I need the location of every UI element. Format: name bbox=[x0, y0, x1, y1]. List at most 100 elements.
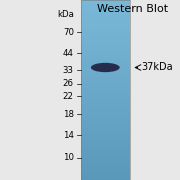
Text: 18: 18 bbox=[63, 110, 74, 119]
Bar bbox=[81, 142, 130, 144]
Bar bbox=[81, 153, 130, 155]
Bar bbox=[81, 99, 130, 101]
Bar bbox=[81, 104, 130, 106]
Bar bbox=[81, 171, 130, 173]
Bar bbox=[81, 81, 130, 83]
Bar bbox=[81, 113, 130, 115]
Bar bbox=[81, 117, 130, 119]
Bar bbox=[81, 162, 130, 164]
Bar bbox=[81, 112, 130, 113]
Bar bbox=[81, 149, 130, 151]
Bar bbox=[81, 63, 130, 65]
Bar bbox=[81, 85, 130, 86]
Ellipse shape bbox=[91, 63, 120, 72]
Bar bbox=[81, 25, 130, 27]
Bar bbox=[81, 157, 130, 158]
Bar bbox=[81, 5, 130, 7]
Bar bbox=[81, 155, 130, 157]
Bar bbox=[81, 166, 130, 167]
Bar bbox=[81, 97, 130, 99]
Bar bbox=[81, 13, 130, 14]
Bar bbox=[81, 135, 130, 137]
Bar bbox=[81, 119, 130, 121]
Bar bbox=[81, 22, 130, 23]
Bar bbox=[81, 38, 130, 40]
Bar bbox=[81, 29, 130, 31]
Bar bbox=[81, 83, 130, 85]
Bar bbox=[81, 164, 130, 166]
Bar bbox=[81, 167, 130, 169]
Bar bbox=[81, 56, 130, 58]
Bar bbox=[81, 122, 130, 124]
Bar bbox=[81, 76, 130, 77]
Bar bbox=[81, 176, 130, 178]
Bar bbox=[81, 47, 130, 49]
Bar bbox=[81, 178, 130, 180]
Bar bbox=[81, 110, 130, 112]
Bar bbox=[81, 146, 130, 148]
Bar bbox=[81, 108, 130, 110]
Bar bbox=[81, 67, 130, 68]
Bar bbox=[81, 128, 130, 130]
Bar bbox=[81, 16, 130, 18]
Bar bbox=[81, 45, 130, 47]
Bar bbox=[81, 72, 130, 74]
Bar bbox=[81, 169, 130, 171]
Bar bbox=[81, 130, 130, 131]
Text: 26: 26 bbox=[63, 79, 74, 88]
Bar bbox=[81, 59, 130, 61]
Bar bbox=[81, 31, 130, 32]
Bar bbox=[81, 18, 130, 20]
Bar bbox=[81, 139, 130, 140]
Text: 22: 22 bbox=[63, 92, 74, 101]
Bar bbox=[81, 50, 130, 52]
Text: 70: 70 bbox=[63, 28, 74, 37]
Bar bbox=[81, 23, 130, 25]
Bar bbox=[81, 74, 130, 76]
Bar bbox=[81, 52, 130, 54]
Bar bbox=[81, 124, 130, 126]
Text: Western Blot: Western Blot bbox=[97, 4, 168, 15]
Bar bbox=[81, 2, 130, 4]
Bar bbox=[81, 65, 130, 67]
Bar bbox=[81, 131, 130, 133]
Bar bbox=[81, 92, 130, 94]
Bar bbox=[81, 49, 130, 50]
Bar bbox=[81, 32, 130, 34]
Bar bbox=[81, 9, 130, 11]
Text: kDa: kDa bbox=[57, 10, 74, 19]
Bar bbox=[81, 90, 130, 92]
Bar bbox=[81, 36, 130, 38]
Bar bbox=[81, 40, 130, 41]
Bar bbox=[81, 41, 130, 43]
Bar bbox=[81, 4, 130, 5]
Text: 37kDa: 37kDa bbox=[141, 62, 173, 73]
Bar bbox=[81, 126, 130, 128]
Bar bbox=[81, 14, 130, 16]
Bar bbox=[81, 140, 130, 142]
Bar bbox=[81, 61, 130, 63]
Bar bbox=[81, 137, 130, 139]
Text: 44: 44 bbox=[63, 49, 74, 58]
Text: 14: 14 bbox=[63, 130, 74, 140]
Bar bbox=[81, 77, 130, 79]
Bar bbox=[81, 173, 130, 175]
Bar bbox=[81, 43, 130, 45]
Bar bbox=[81, 20, 130, 22]
Bar bbox=[81, 101, 130, 103]
Bar bbox=[81, 160, 130, 162]
Text: 10: 10 bbox=[63, 153, 74, 162]
Bar bbox=[81, 27, 130, 29]
Bar bbox=[81, 95, 130, 97]
Bar bbox=[81, 158, 130, 160]
Bar bbox=[81, 58, 130, 59]
Bar bbox=[81, 34, 130, 36]
Bar bbox=[81, 94, 130, 95]
Bar bbox=[81, 7, 130, 9]
Bar bbox=[81, 79, 130, 81]
Bar bbox=[81, 11, 130, 13]
Bar bbox=[81, 0, 130, 2]
Bar bbox=[81, 106, 130, 108]
Bar bbox=[81, 54, 130, 56]
Bar bbox=[81, 151, 130, 153]
